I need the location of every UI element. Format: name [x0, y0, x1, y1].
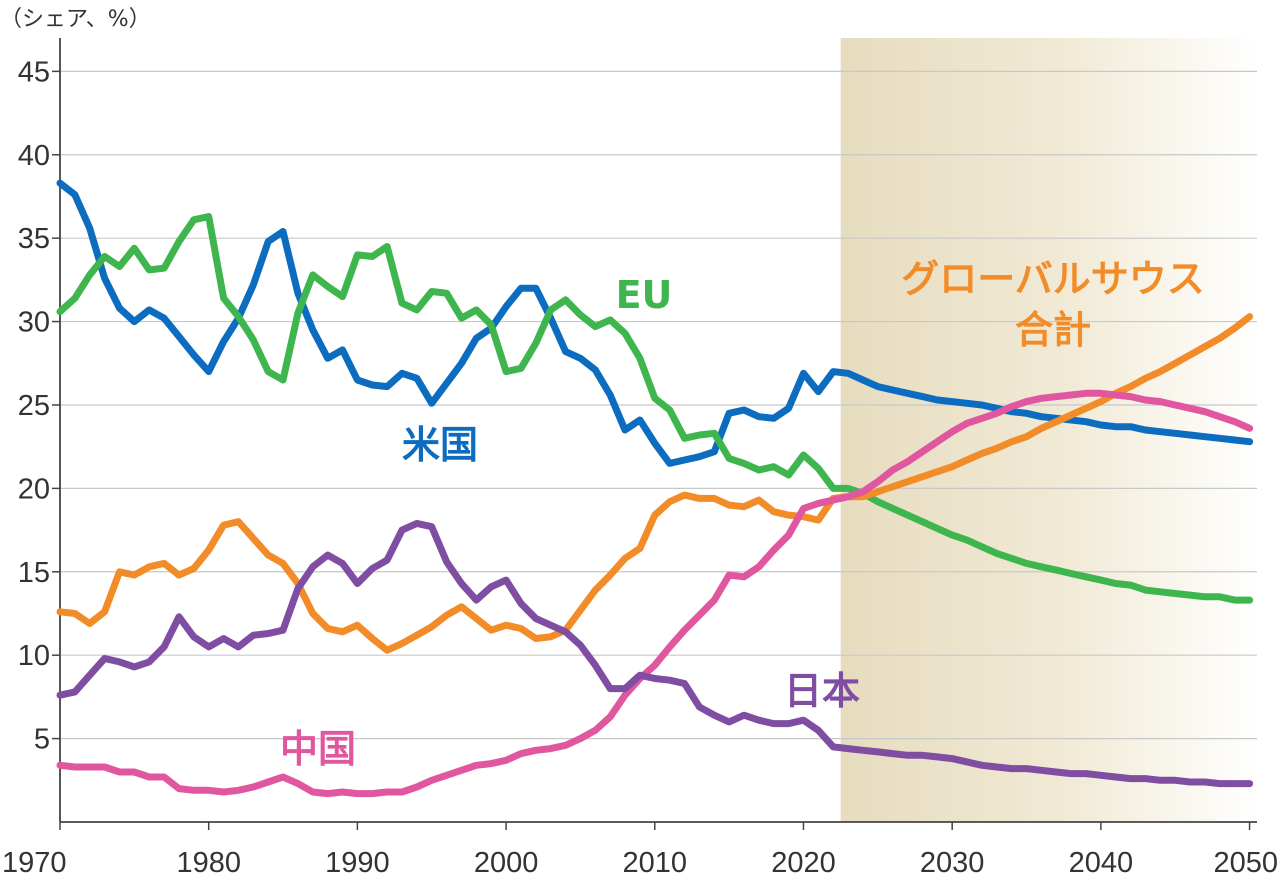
- x-tick-label: 2020: [771, 847, 836, 879]
- y-tick-label: 30: [18, 307, 50, 339]
- x-tick-label: 2000: [474, 847, 539, 879]
- series-annotation-5: 日本: [784, 669, 860, 713]
- axes: [59, 38, 1257, 823]
- y-tick-label: 15: [18, 557, 50, 589]
- x-tick-label: 2040: [1069, 847, 1134, 879]
- y-tick-label: 35: [18, 223, 50, 255]
- y-tick-label: 5: [34, 724, 50, 756]
- y-tick-label: 45: [18, 56, 50, 88]
- series-annotation-4: 中国: [280, 727, 356, 771]
- y-unit-label: （シェア、%）: [0, 7, 151, 32]
- x-tick-label: 1980: [176, 847, 241, 879]
- x-tick-label: 2050: [1213, 847, 1278, 879]
- series-line-3: [56, 389, 1254, 798]
- x-tick-label: 1990: [325, 847, 390, 879]
- y-tick-label: 20: [18, 473, 50, 505]
- series-annotation-1: EU: [616, 273, 673, 317]
- series-annotation-3: 合計: [1015, 308, 1091, 352]
- series-lines: [56, 179, 1254, 798]
- series-line-2: [56, 313, 1254, 654]
- x-tick-label: 2030: [920, 847, 985, 879]
- series-annotation-0: 米国: [402, 423, 478, 467]
- series-line-0: [56, 179, 1254, 467]
- series-line-4: [56, 519, 1254, 788]
- x-tick-label: 2010: [623, 847, 688, 879]
- projection-shading: [840, 38, 1257, 822]
- tick-labels: 5 10 15 20 25 30 35 40 45 1970 1980 1990 2000 2010 202…: [2, 56, 1278, 879]
- series-annotation-2: グローバルサウス: [901, 257, 1205, 301]
- series-line-1: [56, 213, 1254, 604]
- y-tick-label: 10: [18, 640, 50, 672]
- x-tick-label: 1970: [2, 847, 67, 879]
- y-tick-label: 40: [18, 140, 50, 172]
- y-tick-label: 25: [18, 390, 50, 422]
